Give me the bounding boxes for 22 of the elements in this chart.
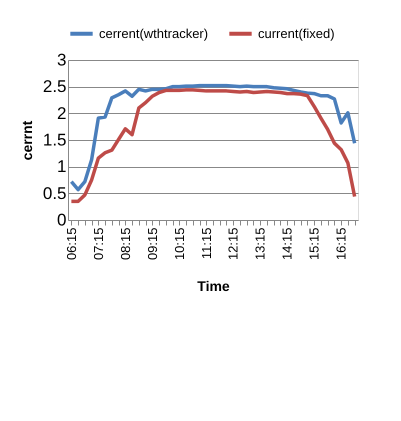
legend-label: current(fixed)	[258, 26, 335, 41]
y-tick-label: 0	[57, 210, 66, 230]
y-tick-label: 2	[57, 104, 66, 123]
y-tick-label: 2.5	[42, 77, 66, 96]
y-tick-label: 1	[57, 157, 66, 176]
x-tick-label: 14:15	[280, 228, 295, 260]
x-axis-title: Time	[197, 278, 230, 294]
y-tick-label: 3	[57, 50, 66, 70]
x-tick-label: 12:15	[226, 228, 241, 260]
x-tick-label: 15:15	[306, 228, 322, 260]
x-tick-label: 11:15	[198, 228, 214, 260]
y-tick-label: 1.5	[42, 130, 66, 150]
x-tick-label: 09:15	[144, 228, 160, 260]
y-tick-label: 0.5	[42, 184, 66, 203]
x-tick-label: 08:15	[118, 228, 133, 260]
x-tick-label: 16:15	[334, 228, 349, 260]
x-tick-label: 06:15	[64, 228, 79, 260]
y-axis-title: cerrnt	[18, 120, 35, 160]
x-tick-label: 13:15	[252, 228, 268, 260]
x-tick-label: 10:15	[172, 228, 187, 260]
x-tick-label: 07:15	[90, 228, 106, 260]
legend-label: cerrent(wthtracker)	[99, 26, 208, 41]
